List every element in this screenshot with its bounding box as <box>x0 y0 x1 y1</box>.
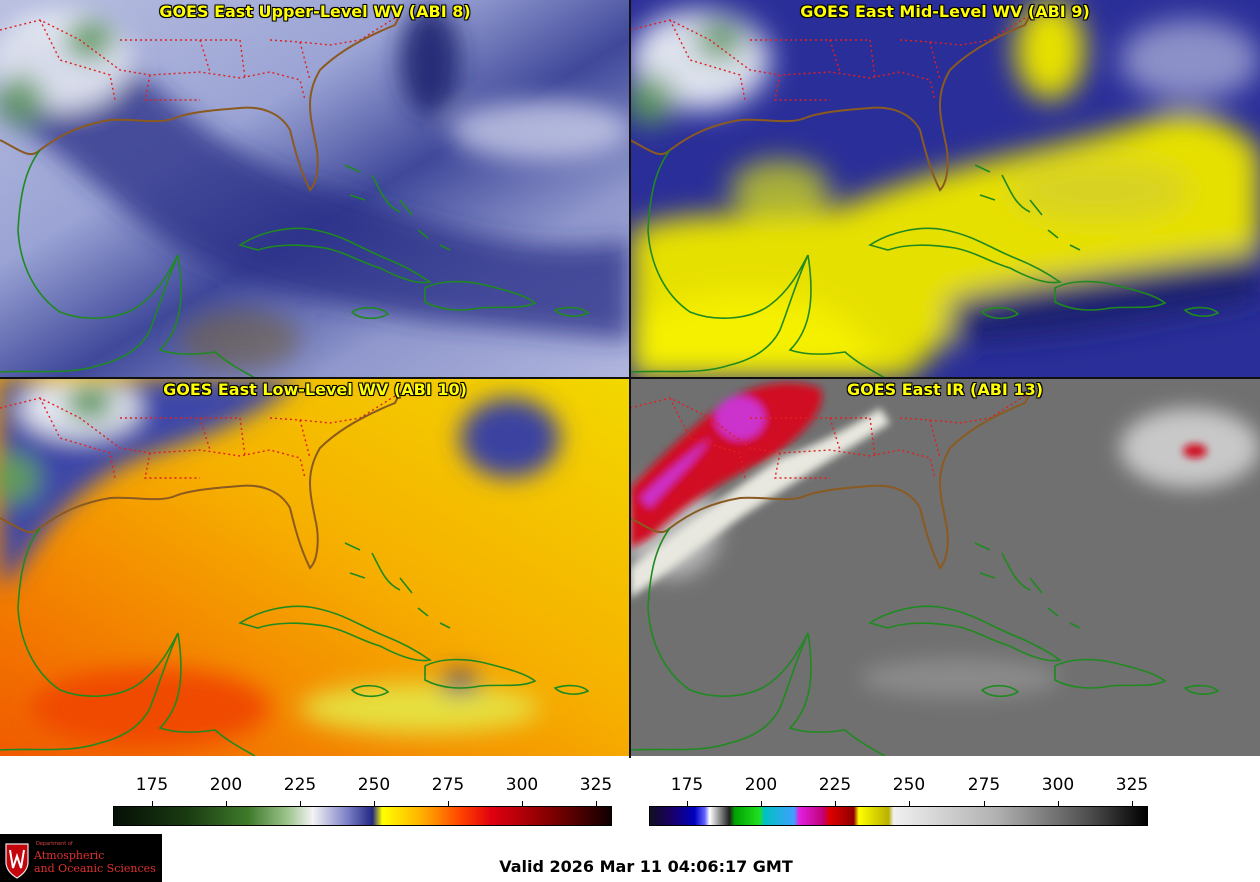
wv-tick-mark <box>152 801 153 806</box>
ir-tick-label: 175 <box>670 775 704 795</box>
wv-colorbar <box>113 806 612 826</box>
wv-tick-label: 300 <box>505 775 539 795</box>
panel-title: GOES East Upper-Level WV (ABI 8) <box>159 2 471 21</box>
panel-title: GOES East Low-Level WV (ABI 10) <box>163 380 467 399</box>
panel-upper-level-wv: GOES East Upper-Level WV (ABI 8) <box>0 0 630 378</box>
logo-line-2: and Oceanic Sciences <box>34 862 156 875</box>
wv-tick-label: 225 <box>283 775 317 795</box>
panel-divider-vertical <box>629 0 631 758</box>
ir-tick-mark <box>761 801 762 806</box>
wv-tick-label: 275 <box>431 775 465 795</box>
panel-mid-level-wv: GOES East Mid-Level WV (ABI 9) <box>630 0 1260 378</box>
ir-tick-mark <box>1058 801 1059 806</box>
wv-tick-label: 200 <box>209 775 243 795</box>
wv-low-image <box>0 378 630 756</box>
ir-tick-mark <box>835 801 836 806</box>
panel-divider-horizontal <box>0 377 1260 379</box>
wv-tick-mark <box>522 801 523 806</box>
ir-tick-mark <box>687 801 688 806</box>
wv-tick-label: 250 <box>357 775 391 795</box>
ir-tick-label: 200 <box>744 775 778 795</box>
logo-department-text: Department of <box>36 841 73 847</box>
wv-mid-image <box>630 0 1260 378</box>
wv-tick-label: 325 <box>579 775 613 795</box>
wv-tick-label: 175 <box>135 775 169 795</box>
ir-colorbar <box>649 806 1148 826</box>
panel-ir: GOES East IR (ABI 13) <box>630 378 1260 756</box>
logo-line-1: Atmospheric <box>34 849 105 862</box>
aos-logo: Department of Atmospheric and Oceanic Sc… <box>0 834 162 882</box>
wv-upper-image <box>0 0 630 378</box>
ir-tick-label: 325 <box>1115 775 1149 795</box>
ir-tick-label: 275 <box>967 775 1001 795</box>
valid-time: Valid 2026 Mar 11 04:06:17 GMT <box>499 857 793 876</box>
ir-tick-mark <box>909 801 910 806</box>
wv-tick-mark <box>300 801 301 806</box>
ir-tick-mark <box>1132 801 1133 806</box>
panel-title: GOES East Mid-Level WV (ABI 9) <box>800 2 1090 21</box>
panel-low-level-wv: GOES East Low-Level WV (ABI 10) <box>0 378 630 756</box>
wv-tick-mark <box>374 801 375 806</box>
wv-tick-mark <box>448 801 449 806</box>
ir-tick-mark <box>984 801 985 806</box>
wv-tick-mark <box>596 801 597 806</box>
ir-tick-label: 225 <box>818 775 852 795</box>
ir-image <box>630 378 1260 756</box>
ir-tick-label: 300 <box>1041 775 1075 795</box>
uw-crest-icon <box>5 843 29 879</box>
ir-tick-label: 250 <box>892 775 926 795</box>
wv-tick-mark <box>226 801 227 806</box>
panel-title: GOES East IR (ABI 13) <box>846 380 1044 399</box>
